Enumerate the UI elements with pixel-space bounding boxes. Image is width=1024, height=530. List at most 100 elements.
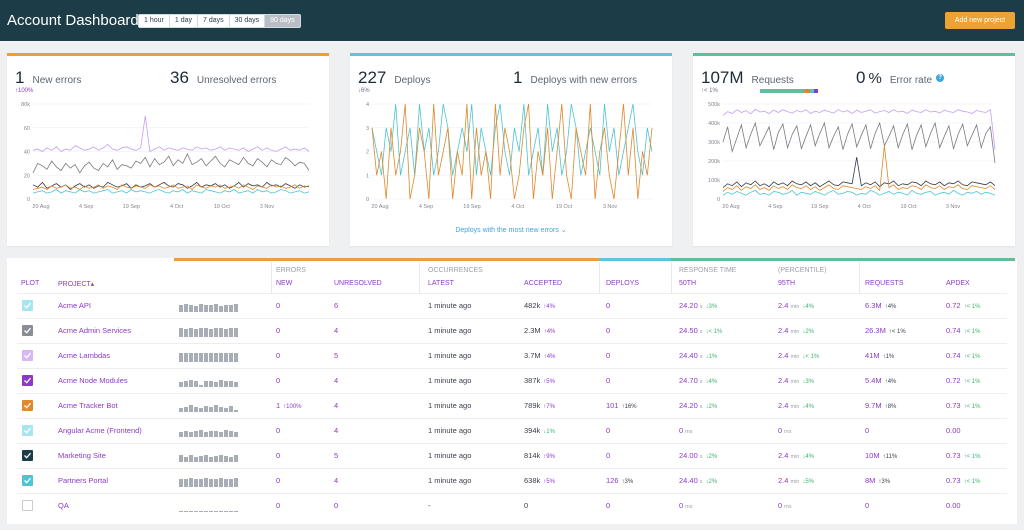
unresolved-cell[interactable]: 4 bbox=[334, 376, 339, 385]
range-1-day[interactable]: 1 day bbox=[170, 15, 198, 27]
col-latest[interactable]: LATEST bbox=[428, 280, 454, 287]
unresolved-cell[interactable]: 6 bbox=[334, 301, 339, 310]
project-name-link[interactable]: Acme Lambdas bbox=[58, 351, 111, 360]
p50-cell[interactable]: 24.50 s ↓< 1% bbox=[679, 326, 723, 335]
p95-cell[interactable]: 2.4 min ↓2% bbox=[778, 326, 814, 335]
unresolved-cell[interactable]: 4 bbox=[334, 326, 339, 335]
plot-checkbox[interactable] bbox=[22, 375, 33, 386]
requests-stat[interactable]: 107M Requests bbox=[701, 68, 794, 88]
col-requests[interactable]: REQUESTS bbox=[865, 280, 904, 287]
p50-cell[interactable]: 24.70 s ↓4% bbox=[679, 376, 718, 385]
p50-cell[interactable]: 24.00 s ↓2% bbox=[679, 451, 718, 460]
new-errors-cell[interactable]: 0 bbox=[276, 476, 281, 485]
p95-cell[interactable]: 2.4 min ↓3% bbox=[778, 376, 814, 385]
apdex-cell[interactable]: 0.73 ↑< 1% bbox=[946, 451, 981, 460]
apdex-cell[interactable]: 0.00 bbox=[946, 501, 961, 510]
deploys-cell[interactable]: 0 bbox=[606, 301, 611, 310]
table-row[interactable]: Acme Admin Services 0 4 1 minute ago 2.3M ↑4%… bbox=[17, 318, 1007, 343]
col-new[interactable]: NEW bbox=[276, 280, 293, 287]
help-icon[interactable]: ? bbox=[936, 74, 945, 82]
project-name-link[interactable]: Angular Acme (Frontend) bbox=[58, 426, 142, 435]
apdex-cell[interactable]: 0.72 ↑< 1% bbox=[946, 376, 981, 385]
p95-cell[interactable]: 2.4 min ↓< 1% bbox=[778, 351, 820, 360]
unresolved-errors-stat[interactable]: 36 Unresolved errors bbox=[170, 68, 276, 88]
p95-cell[interactable]: 2.4 min ↓4% bbox=[778, 301, 814, 310]
deploys-new-errors-stat[interactable]: 1 Deploys with new errors bbox=[513, 68, 637, 88]
unresolved-cell[interactable]: 0 bbox=[334, 501, 339, 510]
error-rate-stat[interactable]: 0 % Error rate ? bbox=[856, 68, 945, 88]
p95-cell[interactable]: 2.4 min ↓5% bbox=[778, 476, 814, 485]
new-errors-cell[interactable]: 0 bbox=[276, 351, 281, 360]
table-row[interactable]: QA 0 0 - 0 0 0 ms 0 ms 0 0.00 bbox=[17, 493, 1007, 518]
range-1-hour[interactable]: 1 hour bbox=[139, 15, 170, 27]
col-unresolved[interactable]: UNRESOLVED bbox=[334, 280, 382, 287]
requests-cell[interactable]: 8M ↑3% bbox=[865, 476, 891, 485]
deploys-cell[interactable]: 0 bbox=[606, 451, 611, 460]
plot-checkbox[interactable] bbox=[22, 425, 33, 436]
apdex-cell[interactable]: 0.74 ↑< 1% bbox=[946, 351, 981, 360]
table-row[interactable]: Marketing Site 0 5 1 minute ago 814k ↑9% 0 24.0… bbox=[17, 443, 1007, 468]
plot-checkbox[interactable] bbox=[22, 450, 33, 461]
col-apdex[interactable]: APDEX bbox=[946, 280, 970, 287]
plot-checkbox[interactable] bbox=[22, 350, 33, 361]
plot-checkbox[interactable] bbox=[22, 475, 33, 486]
project-name-link[interactable]: Marketing Site bbox=[58, 451, 106, 460]
new-errors-cell[interactable]: 0 bbox=[276, 326, 281, 335]
requests-cell[interactable]: 0 bbox=[865, 426, 870, 435]
p95-cell[interactable]: 2.4 min ↓4% bbox=[778, 401, 814, 410]
new-errors-cell[interactable]: 0 bbox=[276, 376, 281, 385]
add-new-project-button[interactable]: Add new project bbox=[945, 12, 1015, 29]
table-row[interactable]: Acme Lambdas 0 5 1 minute ago 3.7M ↑4% 0 24.40 s… bbox=[17, 343, 1007, 368]
new-errors-cell[interactable]: 0 bbox=[276, 426, 281, 435]
col-plot[interactable]: PLOT bbox=[21, 280, 40, 287]
project-name-link[interactable]: Acme Admin Services bbox=[58, 326, 131, 335]
unresolved-cell[interactable]: 4 bbox=[334, 426, 339, 435]
new-errors-cell[interactable]: 1 ↑100% bbox=[276, 401, 302, 410]
new-errors-cell[interactable]: 0 bbox=[276, 451, 281, 460]
requests-cell[interactable]: 10M ↑11% bbox=[865, 451, 898, 460]
deploys-cell[interactable]: 0 bbox=[606, 351, 611, 360]
new-errors-cell[interactable]: 0 bbox=[276, 301, 281, 310]
range-30-days[interactable]: 30 days bbox=[230, 15, 266, 27]
table-row[interactable]: Acme API 0 6 1 minute ago 482k ↑4% 0 24.20 s ↓3% 2… bbox=[17, 293, 1007, 318]
project-name-link[interactable]: Acme Tracker Bot bbox=[58, 401, 118, 410]
apdex-cell[interactable]: 0.00 bbox=[946, 426, 961, 435]
p50-cell[interactable]: 0 ms bbox=[679, 501, 693, 510]
requests-cell[interactable]: 0 bbox=[865, 501, 870, 510]
unresolved-cell[interactable]: 5 bbox=[334, 451, 339, 460]
col-p50[interactable]: 50TH bbox=[679, 280, 697, 287]
col-project[interactable]: PROJECT▴ bbox=[58, 281, 95, 288]
plot-checkbox[interactable] bbox=[22, 325, 33, 336]
deploys-cell[interactable]: 0 bbox=[606, 426, 611, 435]
deploys-stat[interactable]: 227 Deploys bbox=[358, 68, 431, 88]
new-errors-cell[interactable]: 0 bbox=[276, 501, 281, 510]
project-name-link[interactable]: QA bbox=[58, 501, 69, 510]
col-deploys[interactable]: DEPLOYS bbox=[606, 280, 640, 287]
p95-cell[interactable]: 2.4 min ↓4% bbox=[778, 451, 814, 460]
plot-checkbox[interactable] bbox=[22, 300, 33, 311]
table-row[interactable]: Angular Acme (Frontend) 0 4 1 minute ago 394… bbox=[17, 418, 1007, 443]
range-90-days[interactable]: 90 days bbox=[265, 15, 300, 27]
table-row[interactable]: Partners Portal 0 4 1 minute ago 638k ↑5% 126 ↑… bbox=[17, 468, 1007, 493]
range-7-days[interactable]: 7 days bbox=[198, 15, 230, 27]
requests-cell[interactable]: 6.3M ↑4% bbox=[865, 301, 897, 310]
col-accepted[interactable]: ACCEPTED bbox=[524, 280, 563, 287]
apdex-cell[interactable]: 0.73 ↑< 1% bbox=[946, 476, 981, 485]
apdex-cell[interactable]: 0.73 ↑< 1% bbox=[946, 401, 981, 410]
deploys-cell[interactable]: 0 bbox=[606, 376, 611, 385]
table-row[interactable]: Acme Node Modules 0 4 1 minute ago 387k ↑5% 0 2… bbox=[17, 368, 1007, 393]
deploys-cell[interactable]: 101 ↑16% bbox=[606, 401, 637, 410]
col-p95[interactable]: 95TH bbox=[778, 280, 796, 287]
unresolved-cell[interactable]: 5 bbox=[334, 351, 339, 360]
p50-cell[interactable]: 24.40 s ↓1% bbox=[679, 351, 718, 360]
p50-cell[interactable]: 24.40 s ↓2% bbox=[679, 476, 718, 485]
unresolved-cell[interactable]: 4 bbox=[334, 401, 339, 410]
plot-checkbox[interactable] bbox=[22, 400, 33, 411]
requests-cell[interactable]: 9.7M ↑8% bbox=[865, 401, 897, 410]
p50-cell[interactable]: 24.20 s ↓2% bbox=[679, 401, 718, 410]
p50-cell[interactable]: 0 ms bbox=[679, 426, 693, 435]
apdex-cell[interactable]: 0.72 ↑< 1% bbox=[946, 301, 981, 310]
new-errors-stat[interactable]: 1 New errors bbox=[15, 68, 81, 88]
project-name-link[interactable]: Acme API bbox=[58, 301, 91, 310]
table-row[interactable]: Acme Tracker Bot 1 ↑100% 4 1 minute ago 789k ↑… bbox=[17, 393, 1007, 418]
